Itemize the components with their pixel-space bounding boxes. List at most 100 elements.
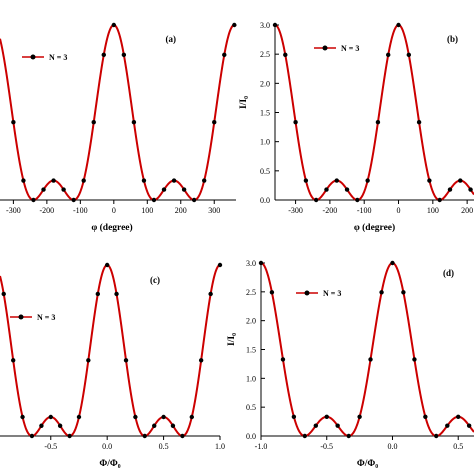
- data-point: [111, 22, 117, 28]
- y-tick-label: 0.0: [260, 196, 270, 205]
- data-point: [232, 22, 237, 28]
- legend-label: N = 3: [341, 44, 359, 53]
- data-point: [11, 120, 16, 125]
- series-line: [0, 23, 237, 202]
- x-axis-label: φ (degree): [91, 222, 132, 233]
- data-point: [434, 433, 439, 439]
- x-tick-label: 0.0: [102, 442, 112, 451]
- x-tick-label: 0.0: [387, 442, 397, 451]
- data-point: [379, 290, 384, 295]
- data-point: [161, 414, 166, 420]
- chart-panel-2: -300 -200 -100 0 100 200 0.0 0.5 1.0 1.5 2.0 2.5 3.0…: [239, 21, 474, 233]
- data-point: [280, 357, 286, 362]
- data-point: [142, 433, 147, 439]
- data-point: [313, 423, 319, 428]
- data-point: [416, 120, 422, 125]
- data-point: [386, 52, 391, 58]
- x-tick-label: 100: [427, 206, 439, 215]
- y-axis-label: I/I₀: [227, 333, 237, 346]
- data-point: [57, 423, 63, 428]
- legend-marker: [30, 54, 36, 60]
- data-point: [466, 423, 472, 428]
- legend-label: N = 3: [37, 313, 55, 322]
- y-tick-label: 3.0: [246, 259, 256, 268]
- x-tick-label: 0: [112, 206, 116, 215]
- data-point: [48, 414, 53, 420]
- x-tick-label: 300: [208, 206, 220, 215]
- y-tick-label: 1.5: [246, 346, 256, 355]
- data-point: [401, 290, 406, 295]
- y-tick-label: 1.0: [260, 138, 270, 147]
- data-point: [390, 260, 395, 266]
- x-tick-label: 100: [141, 206, 153, 215]
- data-point: [357, 414, 362, 419]
- data-point: [375, 120, 381, 125]
- x-tick-label: 200: [461, 206, 473, 215]
- data-point: [152, 423, 157, 428]
- y-tick-label: 1.0: [246, 374, 256, 383]
- data-point: [86, 358, 91, 363]
- data-point: [208, 291, 213, 297]
- data-point: [71, 197, 76, 203]
- data-point: [355, 197, 360, 203]
- data-point: [114, 291, 119, 297]
- data-point: [258, 260, 264, 266]
- data-point: [447, 187, 453, 192]
- x-tick-label: -200: [323, 206, 338, 215]
- data-point: [302, 433, 307, 439]
- data-point: [212, 120, 217, 125]
- legend-marker: [322, 45, 328, 51]
- x-tick-label: 200: [175, 206, 187, 215]
- data-point: [170, 423, 176, 428]
- data-point: [365, 178, 370, 183]
- y-tick-label: 1.5: [260, 109, 270, 118]
- data-point: [41, 187, 46, 192]
- legend-label: N = 3: [323, 289, 341, 298]
- x-axis-label: φ (degree): [354, 222, 395, 233]
- data-point: [458, 178, 463, 183]
- data-point: [189, 414, 194, 420]
- data-point: [406, 52, 412, 58]
- data-point: [368, 357, 373, 362]
- data-point: [334, 178, 339, 183]
- data-point: [31, 197, 36, 203]
- y-tick-label: 2.5: [260, 50, 270, 59]
- y-tick-label: 2.5: [246, 288, 256, 297]
- series-line: [260, 262, 474, 438]
- x-tick-label: 0.5: [159, 442, 169, 451]
- data-point: [344, 187, 350, 192]
- panel-tag: (a): [166, 34, 177, 44]
- data-point: [283, 52, 288, 58]
- data-point: [101, 52, 106, 58]
- data-point: [346, 433, 351, 439]
- y-tick-label: 0.5: [260, 167, 270, 176]
- data-point: [161, 187, 167, 192]
- data-point: [198, 358, 204, 363]
- data-point: [293, 120, 298, 125]
- data-point: [141, 178, 147, 183]
- data-point: [131, 120, 137, 125]
- x-tick-label: -1.0: [255, 442, 268, 451]
- y-tick-label: 3.0: [260, 21, 270, 30]
- x-axis-label: Φ/Φ₀: [357, 459, 378, 469]
- data-point: [133, 414, 138, 420]
- x-axis-label: Φ/Φ₀: [99, 459, 120, 469]
- data-point: [269, 290, 275, 295]
- data-point: [11, 358, 16, 363]
- data-point: [151, 197, 157, 203]
- series-line: [274, 24, 474, 202]
- x-tick-label: -100: [357, 206, 372, 215]
- chart-panel-3: -0.5 0.0 0.5 1.0 Φ/Φ₀ (c) N = 3: [0, 262, 225, 469]
- x-tick-label: 0.5: [453, 442, 463, 451]
- data-point: [20, 414, 25, 420]
- data-point: [1, 291, 6, 297]
- data-point: [412, 357, 417, 362]
- x-tick-label: -100: [73, 206, 88, 215]
- data-point: [272, 22, 278, 28]
- y-tick-label: 2.0: [246, 317, 256, 326]
- legend-marker: [304, 290, 310, 296]
- x-tick-label: -300: [6, 206, 21, 215]
- data-point: [171, 178, 177, 183]
- data-point: [427, 178, 432, 183]
